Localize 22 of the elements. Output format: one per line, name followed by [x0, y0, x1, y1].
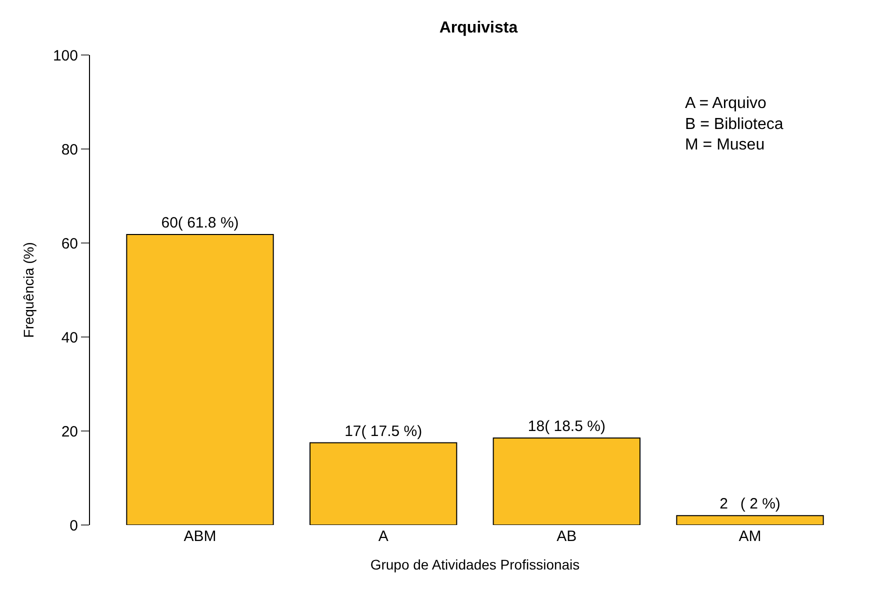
data-label: 2 ( 2 %) — [720, 496, 780, 513]
bar — [492, 438, 640, 525]
chart-title: Arquivista — [439, 20, 518, 37]
y-tick-label: 20 — [61, 423, 78, 440]
data-label: 60( 61.8 %) — [161, 214, 239, 232]
data-label: 18( 18.5 %) — [528, 418, 606, 436]
y-tick-label: 60 — [61, 235, 78, 252]
bar — [310, 442, 458, 525]
x-tick-label: AB — [556, 528, 577, 545]
x-tick-label: A — [378, 528, 388, 545]
y-tick-label: 0 — [70, 517, 78, 534]
x-axis-title: Grupo de Atividades Profissionais — [370, 556, 580, 572]
bar — [126, 234, 274, 525]
x-tick-label: AM — [738, 528, 762, 545]
annotation: A = Arquivo B = Biblioteca M = Museu — [685, 95, 784, 154]
bar — [676, 515, 824, 525]
y-tick-label: 40 — [61, 329, 78, 346]
data-label: 17( 17.5 %) — [344, 422, 422, 440]
y-tick-label: 80 — [61, 141, 78, 158]
x-tick-label: ABM — [184, 528, 216, 545]
y-tick-label: 100 — [52, 47, 78, 64]
y-axis-title: Frequência (%) — [20, 242, 37, 338]
